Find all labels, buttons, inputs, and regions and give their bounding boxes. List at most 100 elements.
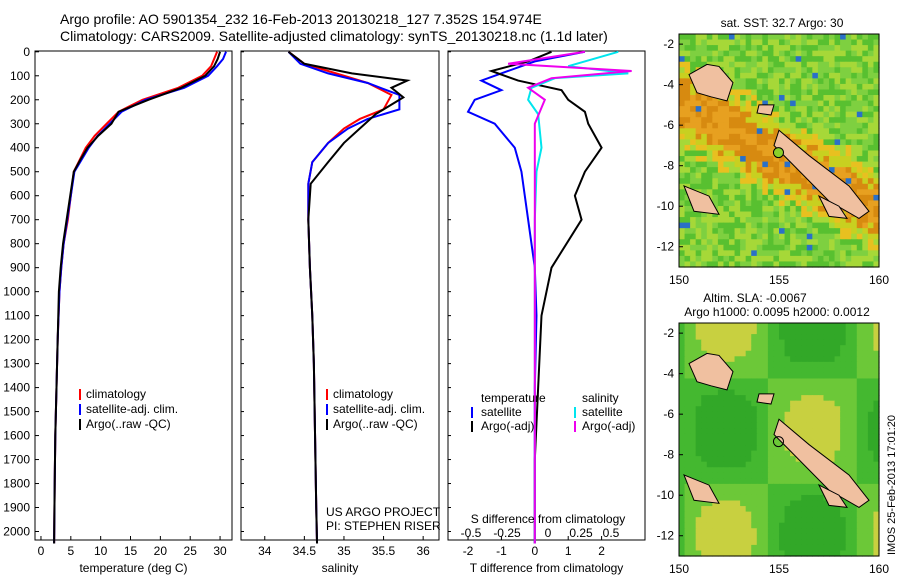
y-tick-label: 1700 — [3, 453, 30, 467]
map-x-tick-label: 150 — [669, 562, 689, 576]
series-line — [466, 50, 586, 544]
x-axis-label: salinity — [322, 561, 359, 575]
map-y-tick-label: -2 — [663, 37, 674, 51]
argo-location-marker — [772, 436, 784, 448]
legend-label: Argo(..raw -QC) — [333, 417, 418, 431]
land-mass — [688, 352, 734, 391]
series-line — [287, 51, 401, 544]
x-axis-label: temperature (deg C) — [79, 561, 187, 575]
panel-frame — [447, 50, 646, 541]
y-tick-label: 1900 — [3, 501, 30, 515]
x-tick-label: 10 — [94, 544, 108, 558]
land-mass — [817, 194, 849, 219]
x2-tick-label: -0.5 — [461, 526, 482, 540]
land-mass — [817, 483, 849, 508]
x-tick-label: 35.5 — [372, 544, 396, 558]
x-tick-label: 34 — [258, 544, 272, 558]
annotation-text: US ARGO PROJECT — [326, 505, 441, 519]
y-tick-label: 800 — [10, 237, 30, 251]
series-line — [507, 50, 632, 544]
land-mass — [756, 393, 775, 405]
x2-tick-label: 0 — [545, 526, 552, 540]
y-tick-label: 1300 — [3, 357, 30, 371]
legend-label: climatology — [86, 387, 146, 401]
map-y-tick-label: -10 — [657, 488, 675, 502]
figure-title-line1: Argo profile: AO 5901354_232 16-Feb-2013… — [60, 11, 542, 27]
x-tick-label: 15 — [124, 544, 138, 558]
legend-title: temperature — [481, 391, 546, 405]
x2-tick-label: 0.5 — [603, 526, 620, 540]
x-axis-label: T difference from climatology — [470, 561, 624, 575]
y-tick-label: 2000 — [3, 525, 30, 539]
y-tick-label: 500 — [10, 165, 30, 179]
legend-label: climatology — [333, 387, 393, 401]
map-y-tick-label: -8 — [663, 448, 674, 462]
x-tick-label: 0 — [531, 544, 538, 558]
series-line — [287, 51, 411, 544]
y-tick-label: 300 — [10, 117, 30, 131]
map-y-tick-label: -4 — [663, 367, 674, 381]
x-tick-label: 36 — [416, 544, 430, 558]
map-y-tick-label: -2 — [663, 326, 674, 340]
x-tick-label: 2 — [598, 544, 605, 558]
x2-tick-label: -0.25 — [493, 526, 521, 540]
x-tick-label: 30 — [213, 544, 227, 558]
map-panel — [678, 322, 880, 557]
y-tick-label: 1600 — [3, 429, 30, 443]
x-tick-label: 20 — [154, 544, 168, 558]
map-subtitle: Argo h1000: 0.0095 h2000: 0.0012 — [684, 305, 870, 319]
map-x-tick-label: 160 — [869, 273, 889, 287]
y-tick-label: 1100 — [4, 309, 30, 323]
x-tick-label: 34.5 — [293, 544, 317, 558]
y-tick-label: 400 — [10, 141, 30, 155]
land-mass — [773, 418, 870, 508]
y-tick-label: 1400 — [3, 381, 30, 395]
legend-label: satellite — [582, 405, 623, 419]
legend-label: satellite-adj. clim. — [333, 402, 425, 416]
map-x-tick-label: 160 — [869, 562, 889, 576]
x-tick-label: -2 — [463, 544, 474, 558]
x-tick-label: -1 — [496, 544, 507, 558]
y-tick-label: 900 — [10, 261, 30, 275]
y-tick-label: 100 — [10, 69, 30, 83]
y-tick-label: 1000 — [3, 285, 30, 299]
y-tick-label: 1800 — [3, 477, 30, 491]
series-line — [287, 51, 393, 544]
y-tick-label: 700 — [10, 213, 30, 227]
series-line — [53, 51, 222, 544]
legend-label: Argo(-adj) — [481, 419, 534, 433]
map-y-tick-label: -4 — [663, 78, 674, 92]
y-tick-label: 1200 — [3, 333, 30, 347]
x-tick-label: 35 — [337, 544, 351, 558]
map-title: Altim. SLA: -0.0067 — [703, 291, 807, 305]
argo-location-marker — [772, 147, 784, 159]
x-tick-label: 5 — [67, 544, 74, 558]
x-tick-label: 1 — [565, 544, 572, 558]
map-x-tick-label: 155 — [769, 562, 789, 576]
land-mass — [683, 474, 720, 504]
x-tick-label: 0 — [38, 544, 45, 558]
map-y-tick-label: -10 — [657, 199, 675, 213]
series-line — [488, 50, 603, 544]
map-panel — [678, 33, 880, 268]
map-x-tick-label: 155 — [769, 273, 789, 287]
legend-label: satellite-adj. clim. — [86, 402, 178, 416]
land-mass — [688, 63, 734, 102]
map-frame — [678, 322, 880, 557]
map-x-tick-label: 150 — [669, 273, 689, 287]
x2-tick-label: 0.25 — [569, 526, 593, 540]
annotation-text: PI: STEPHEN RISER — [326, 519, 441, 533]
series-line — [53, 51, 227, 544]
map-y-tick-label: -6 — [663, 407, 674, 421]
map-y-tick-label: -12 — [657, 529, 675, 543]
legend-label: satellite — [481, 405, 522, 419]
legend-label: Argo(-adj) — [582, 419, 635, 433]
map-y-tick-label: -8 — [663, 159, 674, 173]
series-line — [527, 50, 629, 544]
map-y-tick-label: -12 — [657, 240, 675, 254]
x2-axis-label: S difference from climatology — [471, 512, 626, 526]
panel-frame — [34, 50, 233, 541]
panel-frame — [240, 50, 440, 541]
x-tick-label: 25 — [184, 544, 198, 558]
